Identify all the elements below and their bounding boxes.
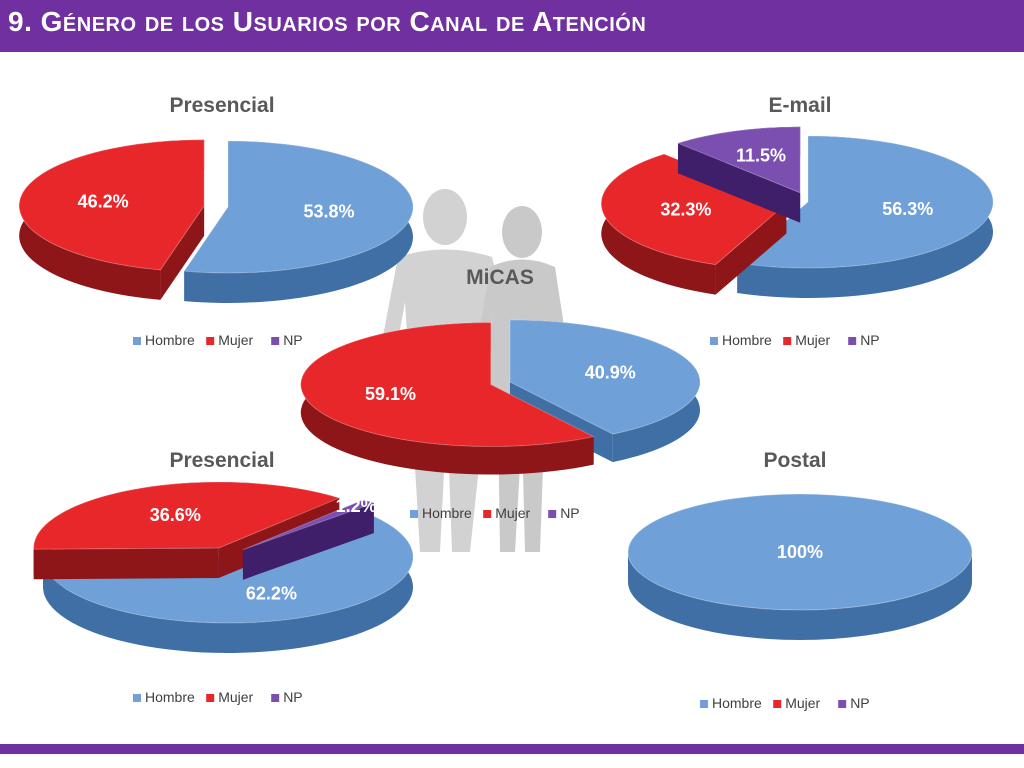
legend-label: NP [283,332,302,348]
legend-label: Hombre [145,689,195,705]
legend-label: Mujer [218,332,253,348]
pie-chart-3: MiCAS 40.9% 59.1% Hombre Mujer NP [300,266,701,521]
legend-label: Hombre [712,695,762,711]
chart-title: Presencial [169,94,274,117]
legend-swatch [710,337,718,345]
pie-slice-np: 11.5% [676,126,801,223]
pie-charts: Presencial 53.8% 46.2% Hombre Mujer NP E-mail 5… [18,94,994,711]
legend-swatch [133,337,141,345]
data-label: 56.3% [882,199,933,219]
data-label: 53.8% [304,201,355,221]
data-label: 11.5% [736,146,786,166]
legend-label: Mujer [785,695,820,711]
pie-chart-5: Postal 100% Hombre Mujer NP [627,449,973,711]
legend-swatch [848,337,857,345]
charts-area: Presencial 53.8% 46.2% Hombre Mujer NP E-mail 5… [0,52,1024,744]
legend-swatch [773,700,782,708]
legend-swatch [483,510,492,518]
chart-legend: Hombre Mujer NP [410,505,580,521]
pie-slice-hombre: 56.3% [736,135,994,298]
legend-label: Hombre [422,505,472,521]
legend-swatch [783,337,792,345]
pie-slice-mujer: 46.2% [18,139,205,300]
chart-legend: Hombre Mujer NP [710,332,880,348]
chart-legend: Hombre Mujer NP [133,689,303,705]
legend-label: Hombre [722,332,772,348]
legend-swatch [700,700,708,708]
legend-label: NP [860,332,879,348]
chart-title: MiCAS [466,266,534,289]
legend-swatch [206,337,215,345]
legend-label: Mujer [495,505,530,521]
legend-label: Mujer [795,332,830,348]
legend-swatch [548,510,557,518]
pie-chart-1: Presencial 53.8% 46.2% Hombre Mujer NP [18,94,414,348]
data-label: 36.6% [150,505,201,525]
pie-slice-hombre: 53.8% [183,140,414,303]
data-label: 40.9% [585,362,636,382]
legend-swatch [838,700,847,708]
legend-label: Mujer [218,689,253,705]
legend-swatch [271,694,280,702]
chart-legend: Hombre Mujer NP [700,695,870,711]
header-bar: 9. Género de los Usuarios por Canal de A… [0,0,1024,52]
data-label: 100% [777,542,823,562]
data-label: 32.3% [660,200,711,220]
data-label: 59.1% [365,384,416,404]
chart-title: Presencial [169,449,274,472]
pie-slice-hombre: 100% [627,493,973,640]
legend-label: Hombre [145,332,195,348]
pie-slice-mujer: 59.1% [300,322,596,475]
page-title: 9. Género de los Usuarios por Canal de A… [8,6,647,37]
chart-title: E-mail [768,94,831,117]
legend-label: NP [283,689,302,705]
pie-chart-4: Presencial 62.2% 36.6% 1.2% Hombre Mujer NP [33,449,414,705]
pie-chart-2: E-mail 56.3% 32.3% 11.5% Hombre Mujer NP [600,94,994,348]
data-label: 1.2% [336,496,377,516]
legend-label: NP [560,505,579,521]
legend-swatch [206,694,215,702]
legend-swatch [133,694,141,702]
legend-swatch [271,337,280,345]
data-label: 62.2% [246,583,297,603]
chart-legend: Hombre Mujer NP [133,332,303,348]
pie-slice-np: 1.2% [242,496,377,580]
chart-title: Postal [763,449,826,472]
pie-slice-mujer: 36.6% [33,481,341,580]
data-label: 46.2% [78,191,129,211]
legend-swatch [410,510,418,518]
legend-label: NP [850,695,869,711]
footer-bar [0,744,1024,754]
